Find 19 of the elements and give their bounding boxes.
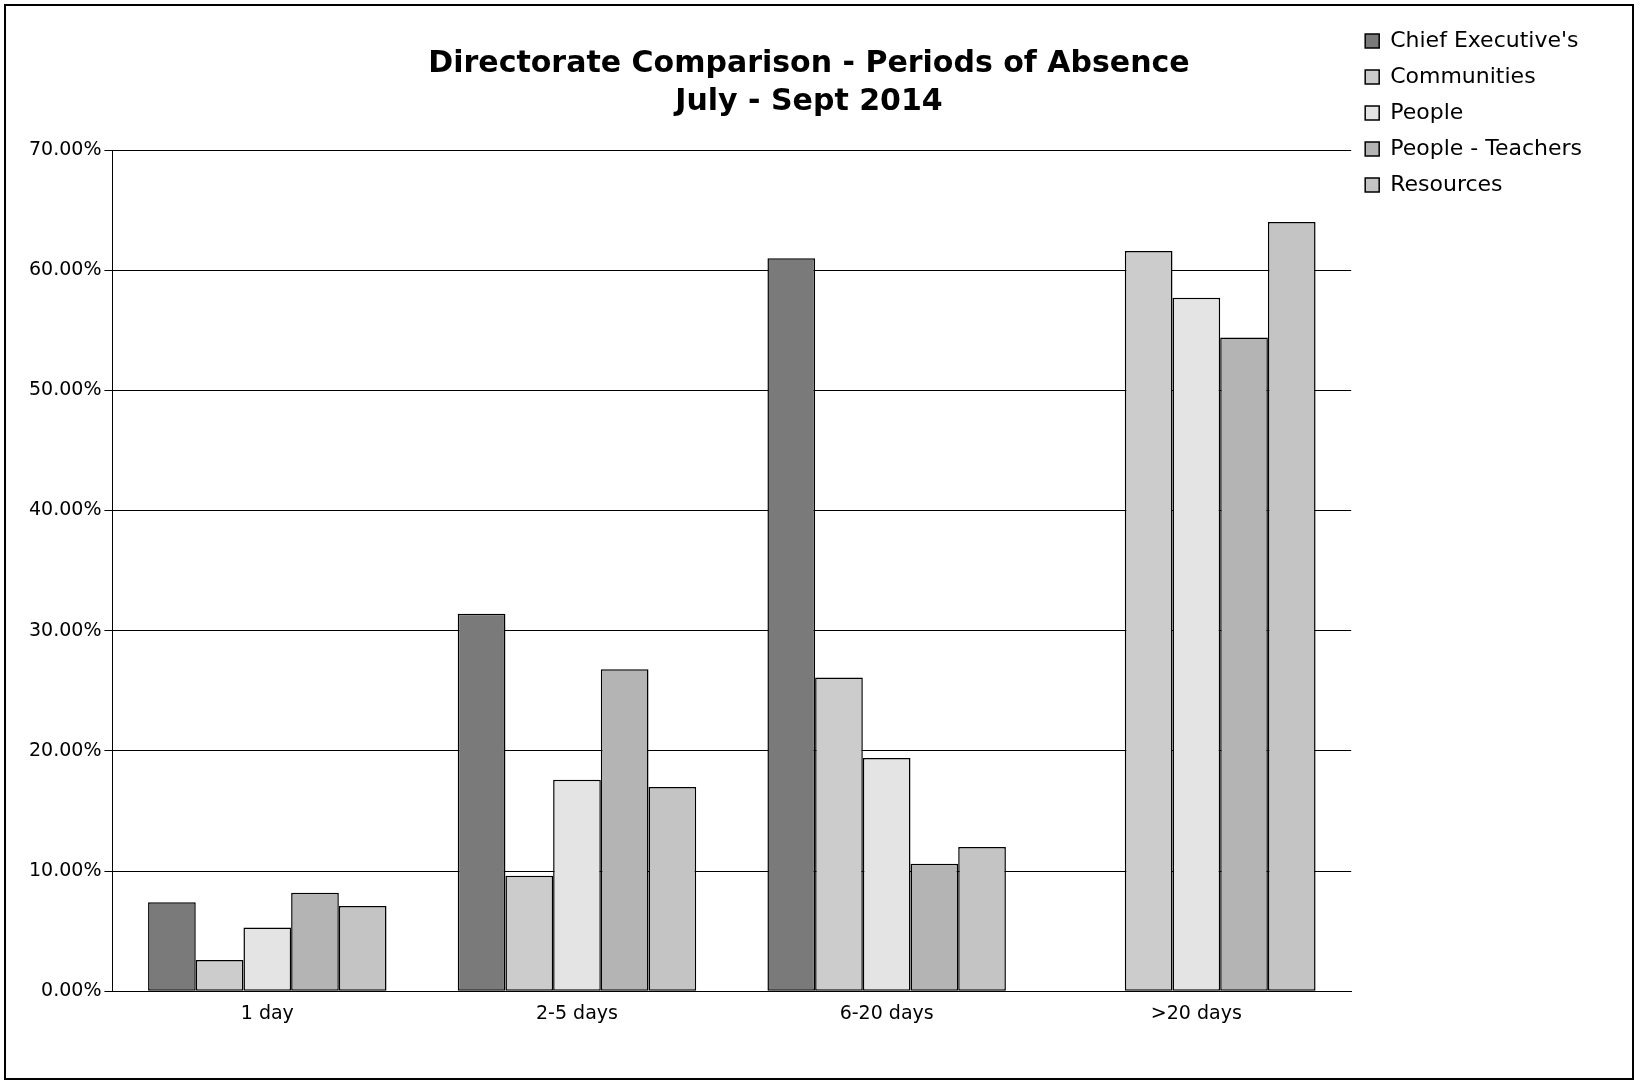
legend-label: Resources <box>1390 170 1503 196</box>
x-tick-label: 2-5 days <box>536 1000 618 1023</box>
legend-label: Communities <box>1390 62 1536 88</box>
chart-title: Directorate Comparison - Periods of Absence <box>428 43 1190 79</box>
x-tick-label: 1 day <box>240 1000 294 1023</box>
legend-label: People - Teachers <box>1390 134 1582 160</box>
y-tick-label: 0.00% <box>41 978 102 1001</box>
y-tick-label: 10.00% <box>28 857 102 880</box>
y-tick-label: 30.00% <box>28 617 102 640</box>
chart-subtitle: July - Sept 2014 <box>673 81 943 117</box>
y-tick-label: 60.00% <box>28 257 102 280</box>
y-tick-label: 20.00% <box>28 737 102 760</box>
y-tick-label: 70.00% <box>28 136 102 159</box>
x-tick-label: 6-20 days <box>839 1000 934 1023</box>
y-tick-label: 40.00% <box>28 497 102 520</box>
legend-label: Chief Executive's <box>1390 26 1579 52</box>
legend-label: People <box>1390 98 1464 124</box>
y-tick-label: 50.00% <box>28 377 102 400</box>
x-tick-label: >20 days <box>1150 1000 1242 1023</box>
